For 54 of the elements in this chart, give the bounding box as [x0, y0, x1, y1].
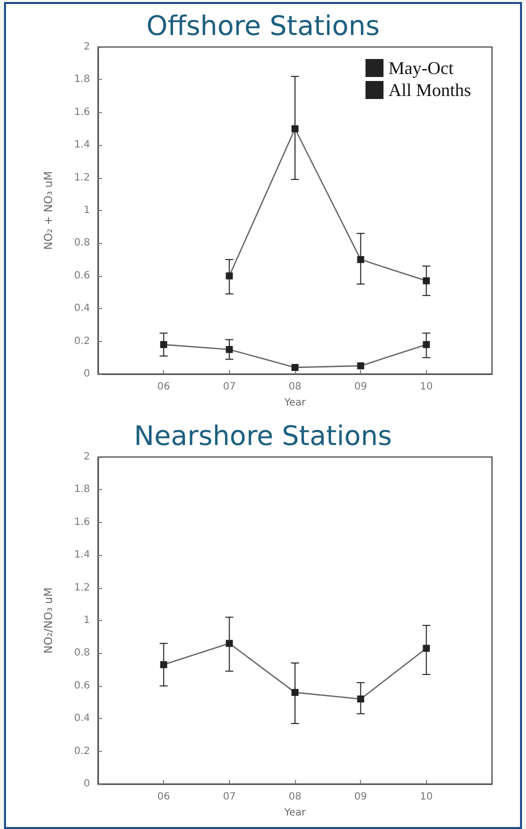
chart-title: Offshore Stations: [146, 11, 380, 42]
x-tick-label: 09: [354, 792, 368, 802]
y-tick-label: 1.2: [74, 582, 90, 594]
point: [357, 256, 364, 264]
x-tick-label: 10: [420, 792, 433, 802]
x-tick-label: 10: [420, 382, 433, 392]
x-tick-label: 07: [222, 792, 236, 802]
point: [160, 341, 168, 348]
point: [226, 346, 233, 353]
y-tick-label: 0.6: [74, 270, 90, 282]
y-tick-label: 1.8: [74, 74, 90, 86]
point: [292, 688, 298, 696]
point: [226, 640, 233, 647]
x-tick-label: 09: [354, 382, 368, 392]
y-axis-title: NO₂ + NO₃ uM: [42, 171, 55, 250]
point: [292, 364, 298, 371]
point: [226, 272, 233, 280]
x-tick-label: 07: [222, 382, 236, 392]
y-tick-label: 0.4: [74, 303, 90, 314]
point: [160, 661, 168, 668]
y-tick-label: 1.6: [74, 516, 90, 528]
y-tick-label: 0: [84, 368, 90, 380]
legend-label: All Months: [388, 80, 472, 100]
y-tick-label: 0.4: [74, 713, 90, 724]
x-tick-label: 08: [288, 382, 302, 392]
point: [357, 362, 364, 370]
x-axis-title: Year: [283, 398, 306, 408]
y-tick-label: 2: [84, 452, 90, 462]
point: [292, 125, 298, 132]
point: [357, 695, 364, 702]
y-tick-label: 1.4: [74, 140, 90, 151]
y-tick-label: 1.6: [74, 106, 90, 118]
y-axis-title: NO₂/NO₃ uM: [42, 587, 55, 654]
chart-title: Nearshore Stations: [134, 421, 392, 452]
x-tick-label: 08: [288, 792, 302, 802]
legend-label: May-Oct: [388, 58, 454, 78]
point: [422, 341, 430, 348]
y-tick-label: 2: [84, 42, 90, 52]
y-tick-label: 1.8: [74, 484, 90, 496]
y-tick-label: 0.8: [74, 238, 90, 249]
y-tick-label: 0.2: [74, 746, 90, 757]
point: [422, 277, 430, 284]
y-tick-label: 0.2: [74, 336, 90, 347]
y-tick-label: 1.2: [74, 172, 90, 184]
x-axis-title: Year: [283, 808, 306, 818]
y-tick-label: 0: [84, 778, 90, 790]
point: [422, 644, 430, 652]
x-tick-label: 06: [157, 792, 170, 802]
y-tick-label: 1: [84, 615, 90, 626]
x-tick-label: 06: [157, 382, 170, 392]
y-tick-label: 0.6: [74, 680, 90, 692]
y-tick-label: 0.8: [74, 648, 90, 659]
y-tick-label: 1.4: [74, 550, 90, 561]
y-tick-label: 1: [84, 205, 90, 216]
